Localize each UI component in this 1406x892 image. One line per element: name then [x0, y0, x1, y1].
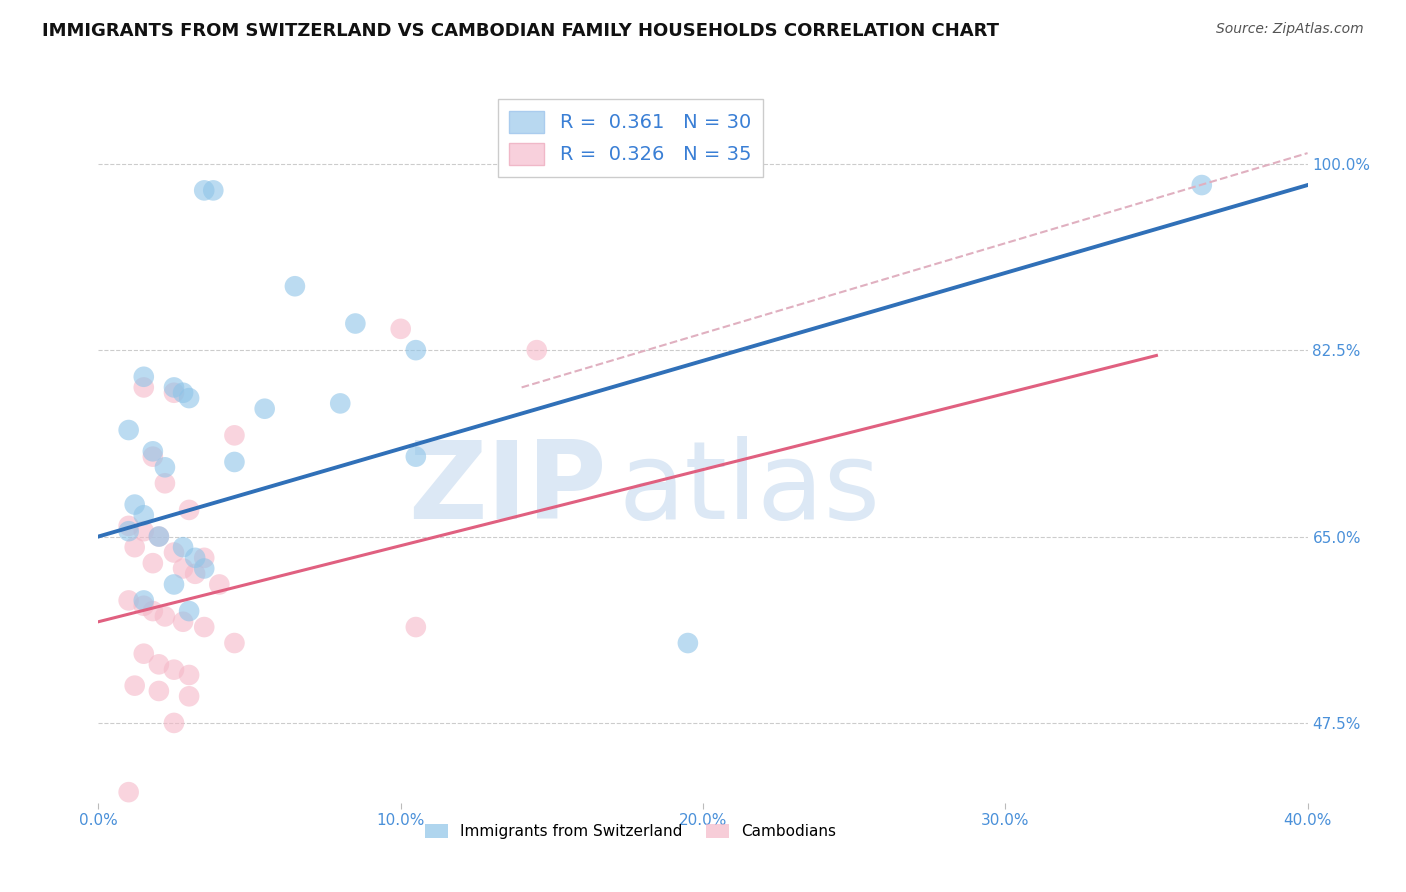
Point	[132, 599, 155, 613]
Point	[193, 561, 215, 575]
Point	[253, 401, 276, 416]
Point	[118, 519, 141, 533]
Point	[124, 679, 146, 693]
Point	[132, 524, 155, 539]
Point	[163, 577, 186, 591]
Point	[172, 385, 194, 400]
Point	[118, 785, 141, 799]
Point	[193, 550, 215, 565]
Point	[118, 524, 141, 539]
Point	[676, 636, 699, 650]
Point	[224, 455, 246, 469]
Point	[526, 343, 548, 358]
Point	[405, 450, 427, 464]
Point	[142, 444, 165, 458]
Point	[1191, 178, 1213, 192]
Point	[284, 279, 307, 293]
Point	[202, 183, 225, 197]
Point	[132, 369, 155, 384]
Point	[163, 663, 186, 677]
Point	[389, 322, 412, 336]
Point	[132, 647, 155, 661]
Point	[179, 503, 201, 517]
Point	[148, 529, 170, 543]
Point	[153, 609, 176, 624]
Text: Source: ZipAtlas.com: Source: ZipAtlas.com	[1216, 22, 1364, 37]
Point	[124, 498, 146, 512]
Point	[132, 380, 155, 394]
Point	[163, 545, 186, 559]
Point	[148, 657, 170, 672]
Point	[153, 460, 176, 475]
Point	[132, 593, 155, 607]
Point	[208, 577, 231, 591]
Point	[148, 529, 170, 543]
Point	[193, 183, 215, 197]
Point	[224, 428, 246, 442]
Point	[132, 508, 155, 523]
Point	[405, 620, 427, 634]
Point	[184, 550, 207, 565]
Point	[172, 540, 194, 554]
Point	[179, 690, 201, 704]
Text: atlas: atlas	[619, 436, 880, 541]
Point	[118, 593, 141, 607]
Point	[179, 668, 201, 682]
Point	[124, 540, 146, 554]
Point	[179, 604, 201, 618]
Point	[172, 615, 194, 629]
Point	[163, 380, 186, 394]
Point	[179, 391, 201, 405]
Legend: Immigrants from Switzerland, Cambodians: Immigrants from Switzerland, Cambodians	[419, 818, 842, 845]
Point	[184, 566, 207, 581]
Point	[172, 561, 194, 575]
Point	[193, 620, 215, 634]
Point	[153, 476, 176, 491]
Text: IMMIGRANTS FROM SWITZERLAND VS CAMBODIAN FAMILY HOUSEHOLDS CORRELATION CHART: IMMIGRANTS FROM SWITZERLAND VS CAMBODIAN…	[42, 22, 1000, 40]
Point	[163, 385, 186, 400]
Point	[224, 636, 246, 650]
Point	[142, 450, 165, 464]
Point	[405, 343, 427, 358]
Point	[329, 396, 352, 410]
Point	[142, 556, 165, 570]
Point	[344, 317, 367, 331]
Point	[118, 423, 141, 437]
Point	[142, 604, 165, 618]
Text: ZIP: ZIP	[408, 436, 606, 541]
Point	[163, 715, 186, 730]
Point	[148, 684, 170, 698]
